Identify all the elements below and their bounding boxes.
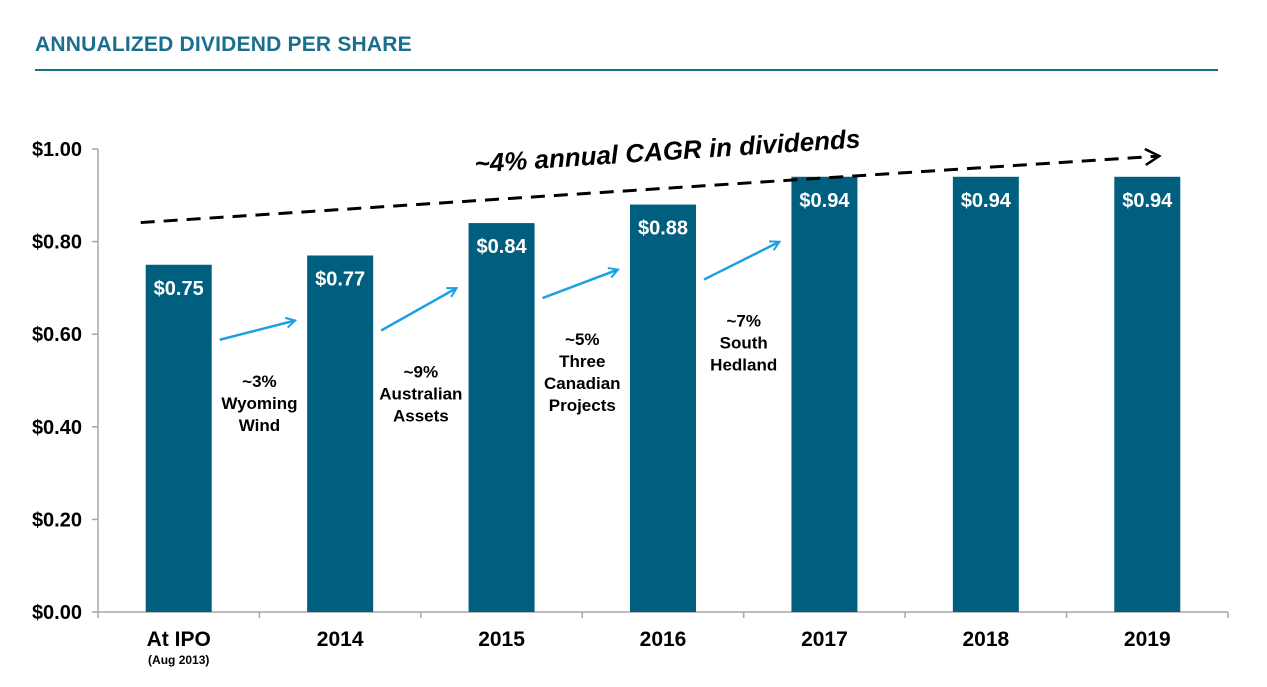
x-tick-label: 2016 [640,628,687,651]
y-tick-label: $0.60 [32,324,82,346]
x-tick-label: At IPO [147,628,211,651]
y-tick-label: $0.00 [32,602,82,624]
bar [630,204,696,612]
title-divider [35,69,1218,71]
x-tick-label: 2019 [1124,628,1171,651]
axes: $0.00 $0.20 $0.40 $0.60 $0.80 $1.00 [32,139,1229,624]
growth-arrow [219,320,295,341]
growth-annotation-text: Canadian [544,374,621,393]
bar [307,255,374,613]
bar [952,176,1019,612]
growth-arrow [703,242,779,281]
bar-value-label: $0.77 [315,268,365,290]
x-tick-label: 2018 [962,628,1009,651]
bar-value-label: $0.94 [799,190,850,212]
growth-annotation-text: ~7% [726,312,761,331]
page-title: ANNUALIZED DIVIDEND PER SHARE [35,33,412,56]
bar [468,223,535,612]
labels: $0.75 At IPO (Aug 2013) $0.77 2014 $0.84 2015 $… [147,190,1174,667]
bar [1114,176,1181,612]
y-tick-label: $1.00 [32,139,82,161]
bar-value-label: $0.84 [477,236,528,258]
bar-value-label: $0.94 [1122,190,1173,212]
growth-arrow [542,270,618,300]
growth-annotation-text: ~3% [242,372,277,391]
bar [145,264,212,612]
bars [145,176,1181,613]
y-tick-label: $0.80 [32,232,82,254]
bar-value-label: $0.75 [154,278,204,300]
growth-annotation-text: ~9% [404,362,439,381]
cagr-trend-arrow [140,156,1160,225]
growth-annotation-text: ~5% [565,330,600,349]
growth-annotation-text: Australian [379,384,462,403]
bar-value-label: $0.94 [961,190,1012,212]
growth-annotation-text: Hedland [710,356,777,375]
x-tick-sublabel: (Aug 2013) [148,653,209,667]
growth-annotation-text: Wind [239,416,280,435]
x-tick-label: 2015 [478,628,525,651]
growth-annotation-text: Three [559,352,605,371]
cagr-annotation-text: ~4% annual CAGR in dividends [474,123,862,178]
y-tick-label: $0.20 [32,509,82,531]
growth-arrow [380,286,456,332]
growth-annotation-text: Wyoming [221,394,297,413]
x-tick-label: 2014 [317,628,364,651]
bar-value-label: $0.88 [638,218,688,240]
growth-annotation-text: South [720,334,768,353]
growth-annotation-text: Projects [549,396,616,415]
growth-annotation-text: Assets [393,406,449,425]
x-tick-label: 2017 [801,628,848,651]
bar [791,176,858,612]
y-tick-label: $0.40 [32,417,82,439]
